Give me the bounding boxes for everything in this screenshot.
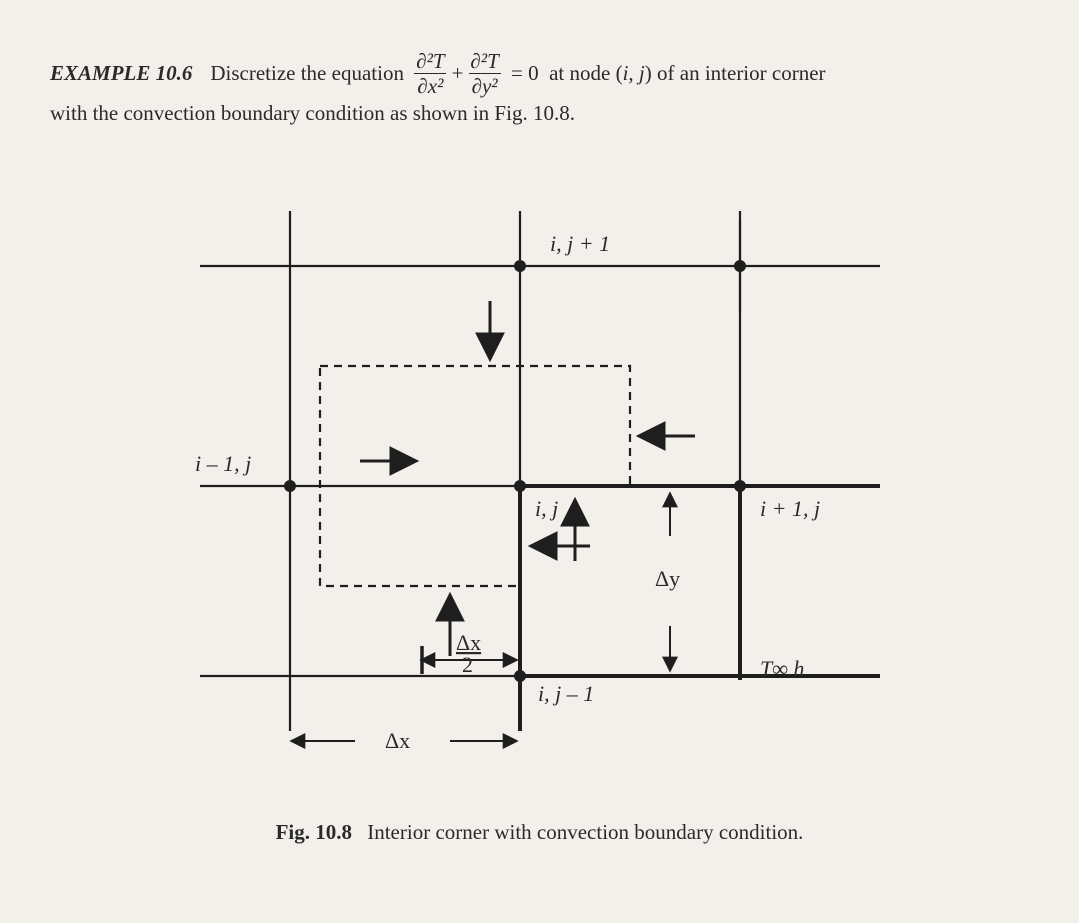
diagram-svg: i, j + 1 i – 1, j i, j i + 1, j i, j – 1… (160, 166, 920, 806)
node-dot-top-right (734, 260, 746, 272)
lbl-node-bot: i, j – 1 (538, 681, 594, 706)
lbl-node-left: i – 1, j (195, 451, 251, 476)
lbl-node-right: i + 1, j (760, 496, 820, 521)
node-dot-center (514, 480, 526, 492)
example-problem: EXAMPLE 10.6 Discretize the equation ∂²T… (50, 50, 1029, 131)
caption-fig-label: Fig. 10.8 (276, 820, 352, 844)
lbl-dx: Δx (385, 728, 410, 753)
node-dot-right (734, 480, 746, 492)
eq-frac1-den: ∂x² (414, 73, 446, 97)
problem-row-1: EXAMPLE 10.6 Discretize the equation ∂²T… (50, 50, 1029, 97)
eq-frac-1: ∂²T ∂x² (413, 50, 447, 97)
lbl-bc: T∞ h (760, 656, 804, 681)
eq-frac2-num: ∂²T (467, 50, 501, 73)
figure-10-8: i, j + 1 i – 1, j i, j i + 1, j i, j – 1… (50, 166, 1029, 845)
tail-ij: i, j (623, 57, 645, 91)
node-dot-left (284, 480, 296, 492)
tail-a: at node ( (549, 57, 622, 91)
lbl-node-top: i, j + 1 (550, 231, 610, 256)
control-volume-dashed (320, 366, 630, 586)
lbl-dx-half-den: 2 (462, 652, 473, 677)
eq-frac1-num: ∂²T (413, 50, 447, 73)
example-label: EXAMPLE 10.6 (50, 57, 192, 91)
node-dot-bottom (514, 670, 526, 682)
figure-caption: Fig. 10.8 Interior corner with convectio… (276, 820, 804, 845)
lbl-dy: Δy (655, 566, 680, 591)
eq-rhs: = 0 (511, 57, 539, 91)
tail-b: ) of an interior corner (645, 57, 826, 91)
eq-frac-2: ∂²T ∂y² (467, 50, 501, 97)
eq-plus: + (452, 57, 464, 91)
problem-row-2: with the convection boundary condition a… (50, 97, 1029, 131)
problem-leadin: Discretize the equation (210, 57, 404, 91)
caption-text: Interior corner with convection boundary… (367, 820, 803, 844)
lbl-node-ctr: i, j (535, 496, 558, 521)
node-dot-top (514, 260, 526, 272)
eq-frac2-den: ∂y² (469, 73, 501, 97)
